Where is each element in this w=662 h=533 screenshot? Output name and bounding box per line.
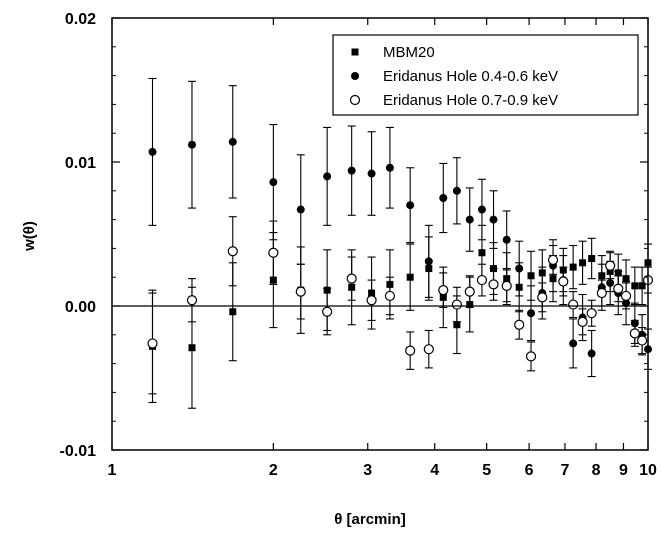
legend-label: MBM20 (383, 44, 435, 61)
data-point (476, 274, 488, 286)
data-point (596, 287, 607, 299)
y-axis-title: w(θ) (21, 221, 38, 252)
data-point (587, 349, 596, 358)
data-point (579, 259, 587, 267)
data-point (569, 263, 577, 271)
data-point (438, 285, 449, 296)
data-point (147, 338, 158, 349)
data-point (323, 172, 332, 181)
data-point (269, 178, 278, 187)
data-point (629, 328, 640, 339)
y-tick-label: 0.00 (65, 299, 96, 316)
data-point (477, 205, 486, 214)
data-point (638, 282, 646, 290)
data-point (547, 254, 559, 266)
x-tick-label: 10 (639, 462, 657, 479)
data-point (502, 235, 511, 244)
data-point (620, 290, 632, 302)
data-marks (147, 77, 654, 409)
data-point (296, 205, 305, 214)
y-tick-label: 0.02 (65, 11, 96, 28)
plot-frame (111, 17, 649, 451)
data-point (527, 309, 536, 318)
data-point (631, 282, 639, 290)
x-tick-label: 9 (619, 462, 628, 479)
data-point (228, 137, 237, 146)
legend-marker (351, 72, 359, 80)
data-point (568, 299, 579, 310)
data-point (488, 279, 499, 290)
legend-marker (351, 48, 359, 56)
data-point (322, 306, 333, 317)
data-point (366, 295, 377, 306)
data-point (478, 249, 486, 257)
data-point (229, 308, 237, 316)
data-point (605, 260, 616, 271)
data-point (588, 254, 596, 262)
data-point (622, 275, 630, 283)
series-0 (148, 224, 652, 409)
x-tick-label: 4 (430, 462, 439, 479)
x-tick-label: 1 (108, 462, 117, 479)
data-point (186, 295, 198, 306)
tick-marks (111, 17, 649, 451)
data-point (188, 344, 196, 352)
data-point (451, 299, 462, 310)
data-point (637, 335, 648, 346)
legend-box (332, 34, 639, 116)
data-point (268, 247, 279, 258)
y-tick-label: -0.01 (60, 443, 97, 460)
x-tick-label: 5 (482, 462, 491, 479)
data-point (606, 278, 615, 287)
legend-label: Eridanus Hole 0.4-0.6 keV (383, 68, 558, 85)
legend-label: Eridanus Hole 0.7-0.9 keV (383, 92, 558, 109)
data-point (187, 140, 196, 149)
data-point (406, 201, 415, 210)
data-point (406, 273, 414, 281)
data-point (613, 283, 624, 294)
legend-entries: MBM20 Eridanus Hole 0.4-0.6 keV Eridanus H… (349, 44, 558, 109)
data-point (453, 321, 461, 329)
data-point (577, 316, 588, 327)
data-point (148, 147, 157, 156)
data-point (558, 276, 569, 287)
series-1 (148, 77, 652, 378)
data-point (465, 215, 474, 224)
data-point (489, 215, 498, 224)
x-tick-label: 7 (561, 462, 570, 479)
data-point (501, 280, 512, 291)
data-point (586, 308, 597, 319)
data-point (569, 339, 578, 348)
legend: MBM20 Eridanus Hole 0.4-0.6 keV Eridanus H… (332, 34, 639, 116)
data-point (514, 319, 525, 330)
data-point (525, 351, 537, 362)
x-tick-label: 8 (592, 462, 601, 479)
axes (111, 17, 649, 451)
x-tick-label: 3 (363, 462, 372, 479)
x-axis-title: θ [arcmin] (334, 511, 405, 528)
x-tick-label: 2 (269, 462, 278, 479)
data-point (384, 290, 396, 302)
data-point (405, 345, 416, 356)
x-tick-label: 6 (525, 462, 534, 479)
data-point (439, 194, 448, 202)
series-2 (147, 216, 654, 395)
data-point (385, 163, 394, 172)
data-point (452, 186, 461, 195)
legend-marker (349, 94, 361, 106)
data-point (347, 166, 356, 175)
data-point (424, 257, 433, 266)
data-point (227, 246, 238, 257)
data-point (423, 344, 434, 355)
data-point (464, 286, 475, 297)
data-point (527, 272, 535, 280)
data-point (346, 273, 357, 284)
y-tick-label: 0.01 (65, 155, 96, 172)
tick-labels: 1 2 3 4 5 6 7 8 9 10 -0.01 0.00 0.01 0.02 (60, 11, 657, 479)
data-point (295, 286, 306, 297)
data-point (515, 264, 524, 273)
data-point (367, 169, 376, 178)
data-point (537, 292, 548, 303)
